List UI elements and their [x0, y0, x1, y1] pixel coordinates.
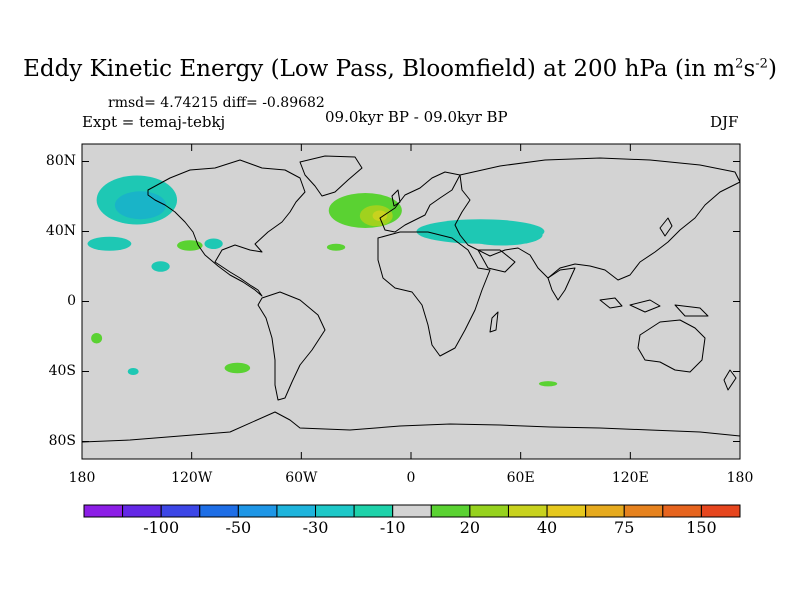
- colorbar-box: [276, 504, 317, 518]
- anomaly-patch-4: [177, 240, 203, 251]
- lat-label: 40N: [45, 222, 76, 239]
- lat-label: 80S: [48, 432, 76, 449]
- anomaly-patch-11: [326, 243, 346, 251]
- anomaly-patch-10: [462, 224, 543, 246]
- anomaly-patch-12: [91, 333, 103, 344]
- stats-label: rmsd= 4.74215 diff= -0.89682: [108, 95, 325, 111]
- colorbar-label: -10: [379, 518, 406, 537]
- map-background: [82, 144, 740, 459]
- colorbar-label: -30: [302, 518, 329, 537]
- lat-label: 80N: [45, 152, 76, 169]
- anomaly-patch-8: [372, 210, 388, 221]
- lon-label: 60W: [285, 470, 318, 486]
- colorbar-box: [392, 504, 432, 518]
- colorbar-box: [662, 504, 702, 518]
- colorbar-label: -100: [143, 518, 180, 537]
- anomaly-patch-2: [87, 236, 132, 251]
- anomaly-patch-15: [538, 381, 558, 387]
- experiment-label: Expt = temaj-tebkj: [82, 113, 226, 131]
- colorbar-box: [122, 504, 162, 518]
- lon-label: 120W: [171, 470, 213, 486]
- colorbar-label: 40: [536, 518, 558, 537]
- anomaly-patch-13: [127, 368, 139, 375]
- plot-title: Eddy Kinetic Energy (Low Pass, Bloomfiel…: [23, 56, 777, 82]
- colorbar-label: -50: [225, 518, 252, 537]
- colorbar-box: [585, 504, 625, 518]
- anomaly-patch-3: [151, 261, 170, 272]
- colorbar-label: 150: [686, 518, 717, 537]
- lon-label: 120E: [611, 470, 649, 486]
- lat-label: 40S: [48, 362, 76, 379]
- colorbar-box: [507, 504, 548, 518]
- colorbar-label: 75: [614, 518, 635, 537]
- lon-label: 180: [68, 470, 96, 486]
- anomaly-layer: [87, 175, 558, 387]
- colorbar: [83, 504, 741, 518]
- lon-label: 180: [726, 470, 754, 486]
- anomaly-patch-1: [114, 191, 167, 220]
- season-label: DJF: [710, 113, 739, 131]
- colorbar-box: [700, 504, 741, 518]
- anomaly-patch-5: [204, 238, 223, 249]
- colorbar-box: [160, 504, 201, 518]
- colorbar-box: [83, 504, 124, 518]
- colorbar-box: [315, 504, 355, 518]
- coastlines: [81, 155, 741, 443]
- lon-label: 60E: [506, 470, 535, 486]
- axis-ticks: [81, 144, 741, 459]
- colorbar-box: [430, 504, 471, 518]
- colorbar-box: [546, 504, 587, 518]
- colorbar-label: 20: [459, 518, 481, 537]
- lat-label: 0: [67, 292, 76, 309]
- anomaly-patch-14: [224, 362, 251, 374]
- colorbar-box: [353, 504, 394, 518]
- colorbar-box: [237, 504, 278, 518]
- colorbar-box: [469, 504, 509, 518]
- colorbar-box: [623, 504, 664, 518]
- period-label: 09.0kyr BP - 09.0kyr BP: [325, 108, 508, 126]
- lon-label: 0: [406, 470, 416, 486]
- colorbar-box: [199, 504, 239, 518]
